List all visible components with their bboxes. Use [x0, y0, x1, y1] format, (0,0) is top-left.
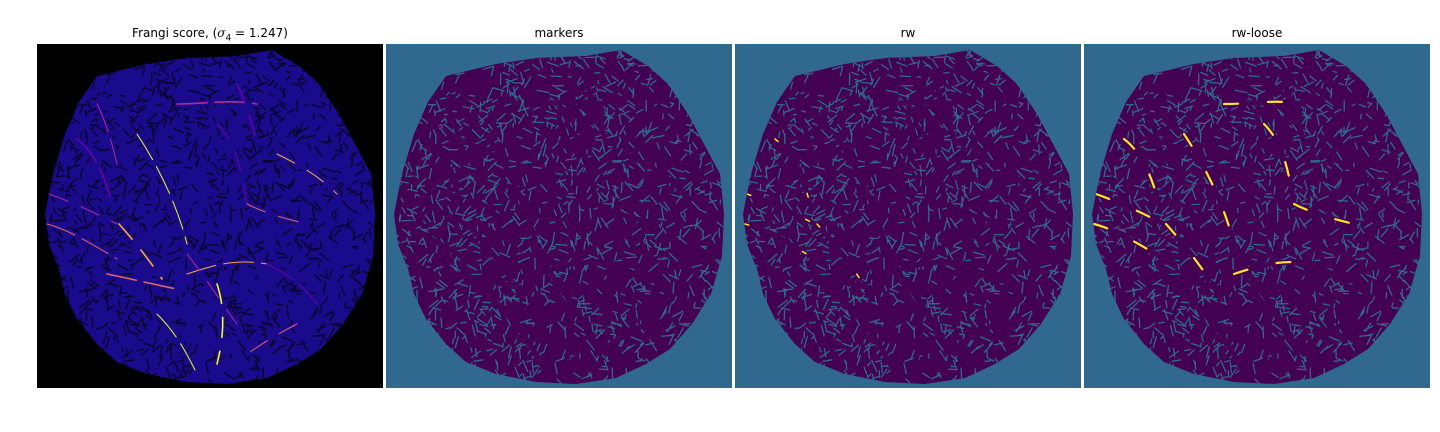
vessel-highlight: [118, 223, 163, 280]
title-math-rest: = 1.247): [231, 26, 288, 40]
vessel-highlight: [236, 83, 258, 145]
vessel-highlight: [176, 100, 258, 105]
vessel-highlight: [96, 103, 118, 165]
vessel-highlight: [136, 133, 188, 245]
vessel-highlight: [76, 138, 113, 205]
panel-title-markers: markers: [534, 26, 584, 40]
segmentation-highlight: [1122, 137, 1161, 206]
image-panel-markers: [386, 44, 732, 388]
title-math-sub: 4: [225, 33, 232, 44]
image-panel-rw: [735, 44, 1081, 388]
title-text: Frangi score, (: [132, 26, 218, 40]
image-panel-frangi: [37, 44, 383, 388]
vessel-highlight: [216, 123, 248, 205]
vessel-highlight: [246, 203, 308, 225]
segmentation-highlight: [816, 223, 861, 280]
tissue-texture: [45, 50, 375, 384]
title-math-symbol: σ: [217, 26, 226, 40]
segmentation-highlight: [1092, 222, 1166, 261]
vessel-highlight: [186, 253, 238, 325]
vessel-highlight: [246, 323, 298, 355]
vessel-highlight: [156, 313, 198, 375]
segmentation-highlight: [1232, 260, 1316, 276]
vessel-highlight: [106, 273, 178, 290]
segmentation-highlight: [774, 138, 811, 205]
vessel-highlight: [186, 261, 268, 275]
segmentation-highlight: [1094, 192, 1166, 226]
vessel-highlight: [48, 193, 118, 225]
panel-title-frangi: Frangi score, (σ4 = 1.247): [37, 25, 383, 44]
vessel-highlight: [216, 283, 224, 365]
panel-title-rw: rw: [900, 26, 916, 40]
image-panel-rw-loose: [1084, 44, 1430, 388]
segmentation-highlight: [1182, 132, 1236, 246]
vessel-highlight: [266, 263, 318, 305]
segmentation-highlight: [1222, 100, 1306, 106]
panel-title-rw-loose: rw-loose: [1231, 26, 1283, 40]
tissue-texture: [1092, 50, 1422, 384]
segmentation-highlight: [1292, 202, 1356, 226]
vessel-highlight: [46, 223, 118, 260]
vessel-highlight: [276, 153, 338, 195]
segmentation-highlight: [746, 193, 816, 225]
segmentation-highlight: [1262, 122, 1296, 206]
segmentation-highlight: [1164, 222, 1211, 281]
